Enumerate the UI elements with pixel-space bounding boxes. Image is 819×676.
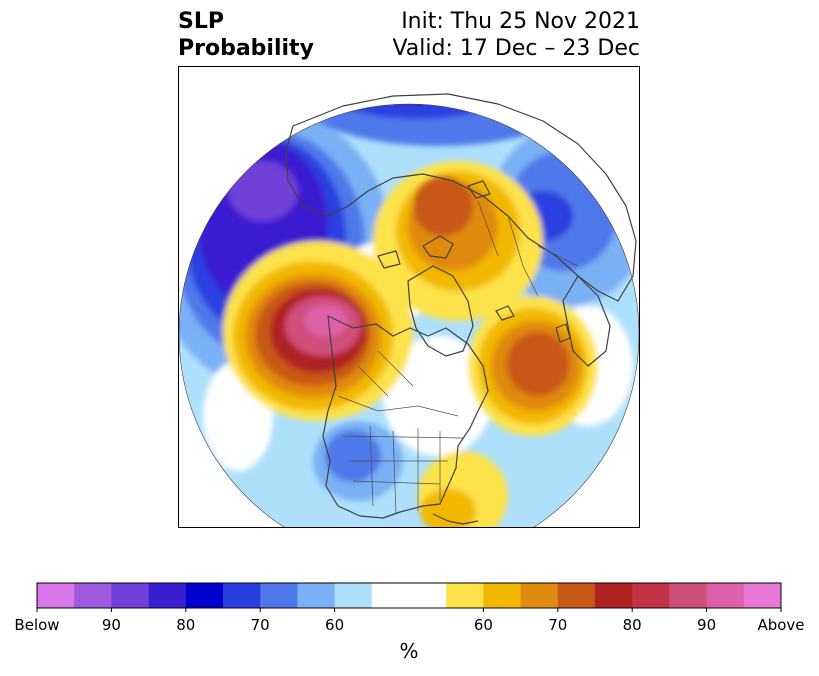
colorbar: Below 90 80 70 60 60 70 80 90 Above % [14, 582, 805, 663]
colorbar-bin [520, 583, 559, 608]
colorbar-tick-label: 90 [102, 616, 121, 634]
colorbar-unit-label: % [399, 639, 418, 663]
colorbar-bins [37, 583, 782, 608]
title-field: Probability [178, 36, 314, 61]
colorbar-bin [297, 583, 336, 608]
colorbar-tick-label: 60 [325, 616, 344, 634]
colorbar-ticks: Below 90 80 70 60 60 70 80 90 Above [14, 608, 805, 634]
init-date: Init: Thu 25 Nov 2021 [401, 9, 640, 34]
colorbar-tick-label: Above [757, 616, 804, 634]
colorbar-bin [37, 583, 75, 608]
colorbar-tick-label: 80 [623, 616, 642, 634]
admin-borders [337, 200, 579, 515]
colorbar-bin [743, 583, 782, 608]
colorbar-bin [223, 583, 261, 608]
colorbar-bin [446, 583, 484, 608]
colorbar-bin [260, 583, 298, 608]
colorbar-bin [669, 583, 708, 608]
colorbar-bin [74, 583, 112, 608]
colorbar-frame [36, 582, 782, 609]
colorbar-bin [595, 583, 633, 608]
coastlines [285, 93, 637, 525]
title-left: SLP Probability [178, 8, 314, 62]
colorbar-tick-label: 70 [251, 616, 270, 634]
colorbar-bin [148, 583, 187, 608]
valid-range: Valid: 17 Dec – 23 Dec [392, 36, 640, 61]
colorbar-bin [632, 583, 670, 608]
colorbar-tick-label: 90 [697, 616, 716, 634]
colorbar-bin [371, 583, 410, 608]
colorbar-bin [185, 583, 224, 608]
colorbar-bin [557, 583, 596, 608]
colorbar-tick-label: 80 [176, 616, 195, 634]
probability-map [178, 66, 640, 528]
colorbar-bin [483, 583, 522, 608]
colorbar-tick-label: 60 [474, 616, 493, 634]
colorbar-tick-label: Below [14, 616, 59, 634]
title-variable: SLP [178, 9, 224, 34]
title-right: Init: Thu 25 Nov 2021 Valid: 17 Dec – 23… [392, 8, 640, 62]
colorbar-bin [706, 583, 745, 608]
colorbar-bin [409, 583, 447, 608]
map-frame [178, 66, 640, 528]
colorbar-bin [111, 583, 150, 608]
colorbar-bin [334, 583, 373, 608]
colorbar-tick-label: 70 [548, 616, 567, 634]
